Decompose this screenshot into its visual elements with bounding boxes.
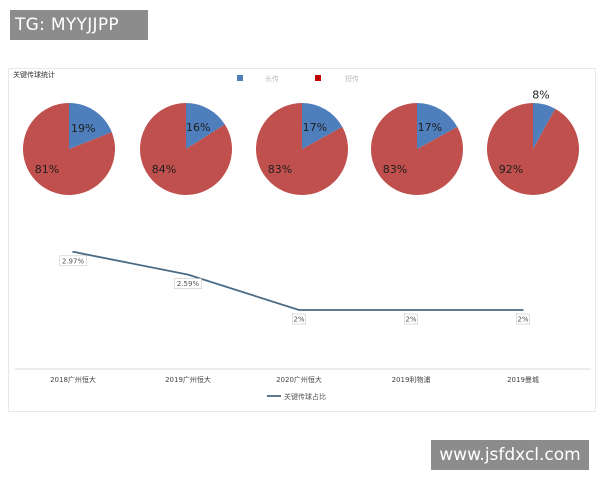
series-point — [522, 309, 524, 311]
pie-label-short-pass: 83% — [268, 163, 292, 176]
pie-label-short-pass: 83% — [383, 163, 407, 176]
pie-slice-long-pass — [533, 103, 556, 149]
channel-tag: TG: MYYJJPP — [10, 10, 148, 40]
line-legend: 关键传球占比 — [267, 392, 326, 401]
pie-slice-long-pass — [186, 103, 225, 149]
data-label: 2% — [405, 316, 416, 324]
line-chart: 2.97% 2.59% 2% 2% 2% 2018广州恒大 2019广州恒大 2020广州恒大… — [15, 250, 591, 384]
series-point — [298, 309, 300, 311]
x-tick-label: 2020广州恒大 — [276, 375, 322, 384]
data-label-box — [174, 278, 202, 289]
series-point — [410, 309, 412, 311]
data-label: 2.59% — [177, 280, 200, 288]
data-label-box — [59, 255, 87, 267]
data-label-box — [516, 313, 530, 325]
series-line-key-pass-ratio — [72, 250, 523, 311]
x-tick-label: 2018广州恒大 — [50, 375, 96, 384]
line-legend-label: 关键传球占比 — [284, 392, 326, 401]
pie-2: 16% 84% — [139, 103, 232, 195]
pie-5: 8% 92% — [486, 89, 579, 195]
key-pass-chart: 关键传球统计 长传 短传 19% 81% 16% 84% 17% 83% 17% 83% 8% 9… — [8, 68, 596, 412]
x-tick-label: 2019利物浦 — [392, 375, 431, 384]
data-label-box — [404, 313, 418, 325]
pie-charts: 19% 81% 16% 84% 17% 83% 17% 83% 8% 92% — [23, 89, 579, 196]
site-watermark: www.jsfdxcl.com — [431, 440, 589, 470]
data-label: 2% — [293, 316, 304, 324]
chart-title: 关键传球统计 — [13, 70, 55, 79]
pie-label-short-pass: 81% — [35, 163, 59, 176]
pie-label-long-pass: 19% — [71, 122, 95, 135]
x-tick-label: 2019广州恒大 — [165, 375, 211, 384]
pie-slice-long-pass — [69, 103, 112, 149]
data-label: 2.97% — [62, 257, 85, 265]
pie-4: 17% 83% — [370, 103, 463, 195]
x-tick-label: 2019曼城 — [507, 376, 539, 384]
data-label: 2% — [517, 316, 528, 324]
pie-1: 19% 81% — [23, 103, 115, 195]
chart-svg: 关键传球统计 长传 短传 19% 81% 16% 84% 17% 83% 17% 83% 8% 9… — [13, 70, 591, 401]
legend-label-long-pass: 长传 — [265, 74, 279, 83]
legend-label-short-pass: 短传 — [345, 74, 359, 83]
series-point — [72, 251, 74, 253]
data-label-box — [292, 313, 306, 325]
pie-label-long-pass: 17% — [303, 121, 327, 134]
pie-slice-short-pass — [256, 103, 349, 196]
legend-swatch-long-pass — [237, 75, 243, 81]
pie-3: 17% 83% — [256, 103, 349, 196]
pie-label-short-pass: 84% — [152, 163, 176, 176]
pie-slice-short-pass — [370, 103, 463, 195]
legend-swatch-short-pass — [315, 75, 321, 81]
pie-label-long-pass: 16% — [186, 121, 210, 134]
pie-label-short-pass: 92% — [499, 163, 523, 176]
pie-slice-long-pass — [302, 103, 343, 149]
pie-slice-long-pass — [417, 103, 458, 149]
pie-label-long-pass: 17% — [418, 121, 442, 134]
series-point — [187, 273, 189, 276]
pie-label-long-pass: 8% — [532, 89, 549, 102]
pie-legend: 长传 短传 — [237, 74, 359, 83]
